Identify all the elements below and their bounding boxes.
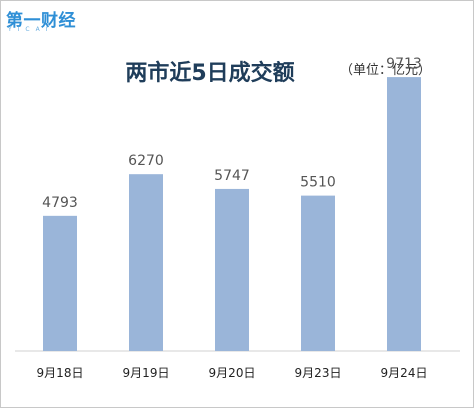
x-tick-label-3: 9月20日 bbox=[209, 366, 256, 380]
logo-subtext: YICAI bbox=[8, 26, 54, 33]
value-label-1: 4793 bbox=[42, 195, 78, 211]
bar-4 bbox=[301, 195, 335, 351]
bars-group bbox=[43, 77, 421, 352]
value-label-5: 9713 bbox=[386, 56, 422, 72]
bar-5 bbox=[387, 77, 421, 352]
bar-3 bbox=[215, 188, 249, 351]
x-tick-label-2: 9月19日 bbox=[123, 366, 170, 380]
x-tick-label-4: 9月23日 bbox=[295, 366, 342, 380]
bar-2 bbox=[129, 174, 163, 351]
logo-text: 第一财经 bbox=[6, 11, 76, 31]
chart-title: 两市近5日成交额 bbox=[125, 61, 295, 86]
value-labels-group: 4793 6270 5747 5510 9713 bbox=[42, 56, 422, 211]
value-label-3: 5747 bbox=[214, 168, 250, 184]
x-tick-label-5: 9月24日 bbox=[381, 366, 428, 380]
chart-unit: （单位：亿元） bbox=[340, 63, 432, 78]
bar-1 bbox=[43, 215, 77, 351]
x-tick-label-1: 9月18日 bbox=[37, 366, 84, 380]
value-label-2: 6270 bbox=[128, 153, 164, 169]
yicai-logo: 第一财经 YICAI bbox=[6, 6, 86, 34]
value-label-4: 5510 bbox=[300, 175, 336, 191]
x-tick-labels-group: 9月18日 9月19日 9月20日 9月23日 9月24日 bbox=[37, 366, 428, 380]
